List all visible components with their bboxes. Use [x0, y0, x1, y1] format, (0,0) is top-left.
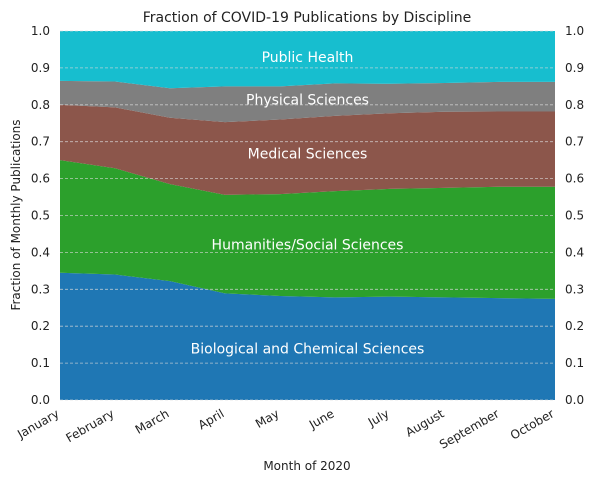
y-tick-label-left: 0.3 [31, 282, 50, 296]
y-tick-label-right: 0.1 [565, 356, 584, 370]
y-tick-label-left: 0.2 [31, 319, 50, 333]
chart-title: Fraction of COVID-19 Publications by Dis… [143, 10, 472, 26]
y-tick-label-right: 0.8 [565, 98, 584, 112]
area-label-biological-and-chemical-sciences: Biological and Chemical Sciences [191, 342, 425, 358]
y-tick-label-left: 0.6 [31, 172, 50, 186]
y-tick-label-right: 0.9 [565, 61, 584, 75]
y-tick-label-right: 1.0 [565, 24, 584, 38]
x-axis-label: Month of 2020 [263, 459, 350, 473]
y-tick-label-left: 0.0 [31, 393, 50, 407]
area-label-medical-sciences: Medical Sciences [248, 147, 368, 163]
y-tick-label-left: 0.8 [31, 98, 50, 112]
area-biological-and-chemical-sciences [60, 272, 555, 400]
y-tick-label-right: 0.0 [565, 393, 584, 407]
area-medical-sciences [60, 104, 555, 195]
area-physical-sciences [60, 80, 555, 123]
y-tick-label-right: 0.6 [565, 172, 584, 186]
y-tick-label-right: 0.5 [565, 209, 584, 223]
y-tick-label-left: 0.1 [31, 356, 50, 370]
y-tick-label-left: 0.7 [31, 135, 50, 149]
y-tick-label-left: 0.5 [31, 209, 50, 223]
area-label-physical-sciences: Physical Sciences [246, 93, 369, 109]
area-label-humanities-social-sciences: Humanities/Social Sciences [212, 237, 404, 253]
y-tick-label-right: 0.3 [565, 282, 584, 296]
y-axis-label: Fraction of Monthly Publications [9, 119, 23, 310]
y-tick-label-right: 0.2 [565, 319, 584, 333]
y-tick-label-left: 1.0 [31, 24, 50, 38]
area-public-health [60, 31, 555, 89]
y-tick-label-right: 0.4 [565, 245, 584, 259]
area-humanities-social-sciences [60, 160, 555, 299]
y-tick-label-left: 0.9 [31, 61, 50, 75]
area-label-public-health: Public Health [262, 50, 354, 66]
y-tick-label-left: 0.4 [31, 245, 50, 259]
y-tick-label-right: 0.7 [565, 135, 584, 149]
